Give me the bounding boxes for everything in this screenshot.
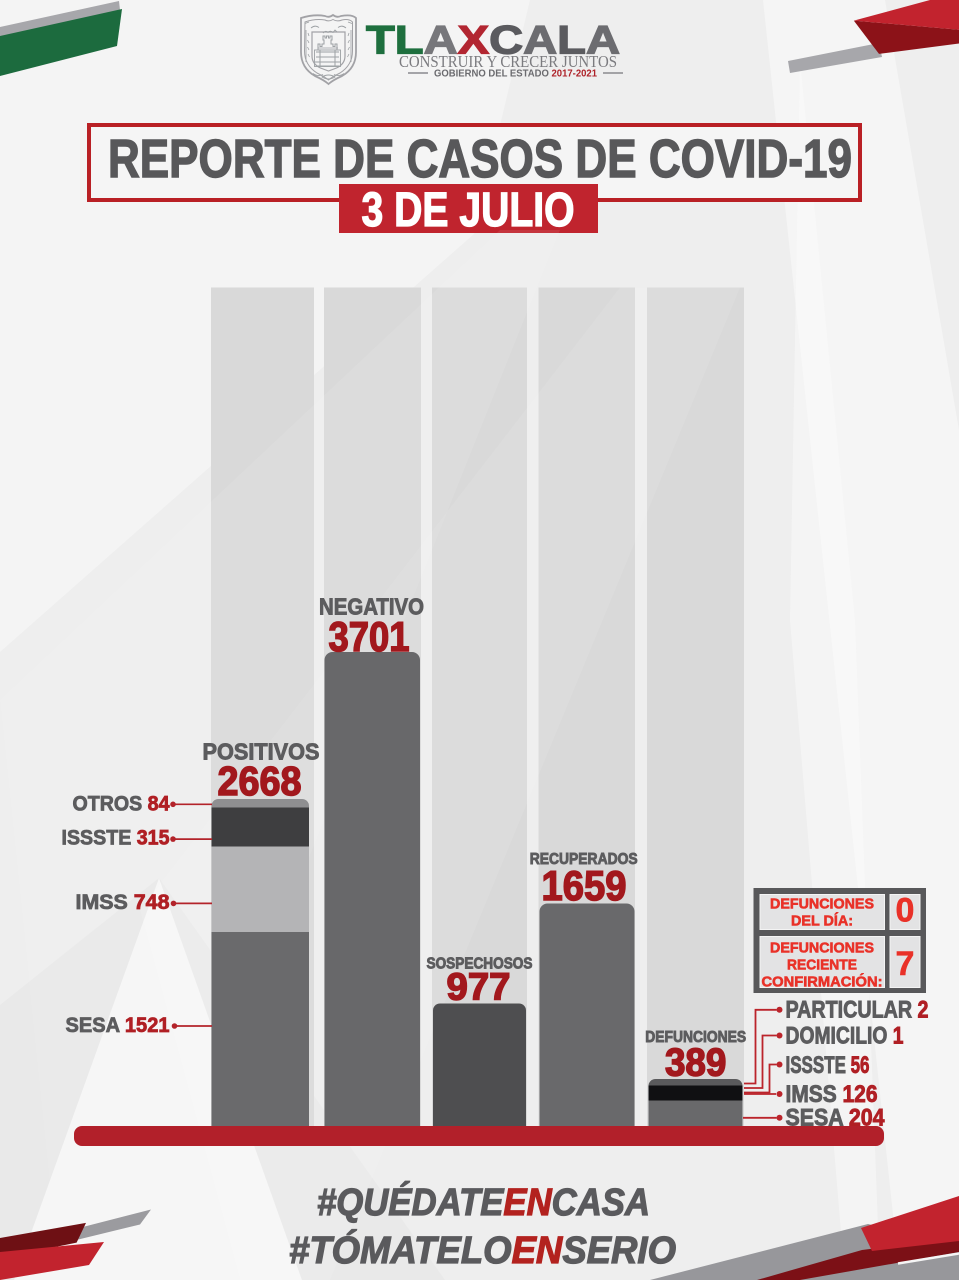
svg-text:REPORTE DE CASOS DE COVID-19: REPORTE DE CASOS DE COVID-19 [108, 129, 852, 189]
svg-text:PARTICULAR 2: PARTICULAR 2 [786, 996, 929, 1023]
svg-text:DOMICILIO 1: DOMICILIO 1 [786, 1023, 904, 1050]
svg-text:SESA 204: SESA 204 [786, 1104, 886, 1131]
svg-text:DEFUNCIONES: DEFUNCIONES [770, 940, 874, 957]
svg-text:IMSS 126: IMSS 126 [786, 1081, 878, 1108]
svg-text:IMSS 748: IMSS 748 [76, 891, 170, 914]
svg-text:3701: 3701 [329, 613, 410, 660]
svg-text:0: 0 [896, 892, 915, 930]
svg-text:ISSSTE 315: ISSSTE 315 [62, 826, 170, 849]
svg-text:CONSTRUIR Y CRECER JUNTOS: CONSTRUIR Y CRECER JUNTOS [399, 52, 617, 71]
svg-text:SOSPECHOSOS: SOSPECHOSOS [427, 955, 533, 972]
svg-text:DEFUNCIONES: DEFUNCIONES [770, 896, 874, 913]
svg-text:CONFIRMACIÓN:: CONFIRMACIÓN: [762, 973, 883, 991]
svg-text:7: 7 [896, 945, 915, 983]
svg-text:#TÓMATELOENSERIO: #TÓMATELOENSERIO [289, 1228, 676, 1272]
svg-text:POSITIVOS: POSITIVOS [203, 739, 320, 765]
svg-text:DEL DÍA:: DEL DÍA: [791, 913, 853, 930]
svg-text:GOBIERNO DEL ESTADO 2017-2021: GOBIERNO DEL ESTADO 2017-2021 [434, 69, 597, 80]
svg-text:SESA 1521: SESA 1521 [66, 1014, 170, 1037]
svg-text:ISSSTE 56: ISSSTE 56 [786, 1052, 870, 1079]
svg-text:DEFUNCIONES: DEFUNCIONES [645, 1029, 746, 1046]
svg-text:977: 977 [447, 967, 511, 1009]
svg-text:1659: 1659 [542, 862, 627, 909]
svg-text:3 DE JULIO: 3 DE JULIO [362, 184, 575, 237]
svg-text:2668: 2668 [218, 758, 302, 804]
svg-text:389: 389 [665, 1042, 727, 1085]
svg-text:RECIENTE: RECIENTE [787, 957, 857, 974]
svg-text:RECUPERADOS: RECUPERADOS [530, 851, 638, 868]
svg-text:#QUÉDATEENCASA: #QUÉDATEENCASA [317, 1180, 650, 1224]
svg-text:NEGATIVO: NEGATIVO [319, 594, 424, 620]
svg-text:OTROS 84: OTROS 84 [73, 792, 170, 815]
